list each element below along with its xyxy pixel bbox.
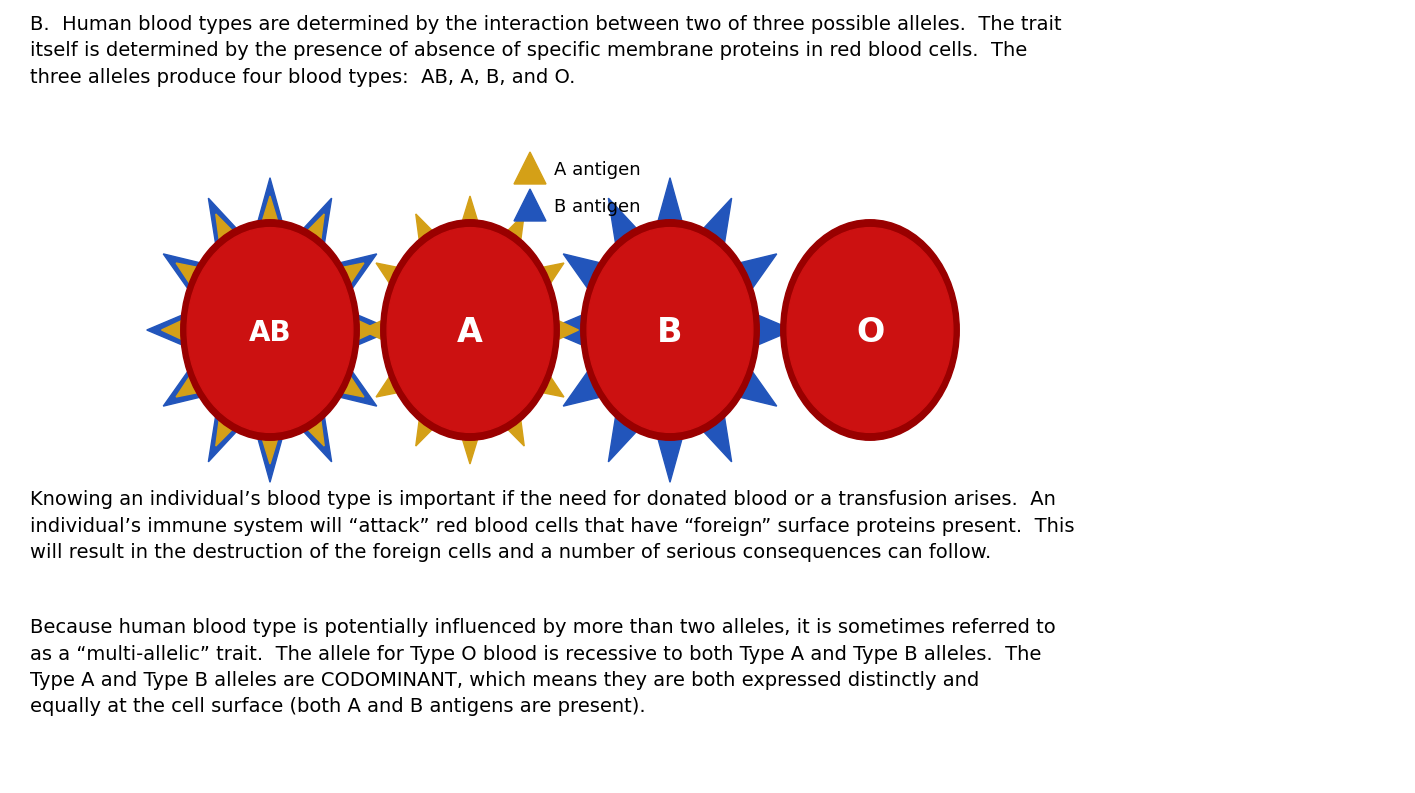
Polygon shape xyxy=(286,385,324,446)
Polygon shape xyxy=(686,390,732,462)
Polygon shape xyxy=(208,198,253,270)
Polygon shape xyxy=(337,306,393,354)
Polygon shape xyxy=(563,254,621,309)
Polygon shape xyxy=(362,308,409,352)
Polygon shape xyxy=(563,351,621,406)
Ellipse shape xyxy=(388,228,553,432)
Polygon shape xyxy=(651,178,689,247)
Text: AB: AB xyxy=(249,319,291,347)
Ellipse shape xyxy=(381,220,559,440)
Polygon shape xyxy=(215,385,255,446)
Polygon shape xyxy=(208,390,253,462)
Text: B.  Human blood types are determined by the interaction between two of three pos: B. Human blood types are determined by t… xyxy=(30,15,1061,87)
Ellipse shape xyxy=(580,220,760,440)
Polygon shape xyxy=(287,198,331,270)
Polygon shape xyxy=(515,263,565,311)
Polygon shape xyxy=(318,351,376,406)
Polygon shape xyxy=(161,308,208,352)
Polygon shape xyxy=(608,390,654,462)
Text: B: B xyxy=(657,316,683,350)
Polygon shape xyxy=(314,263,364,311)
Polygon shape xyxy=(250,178,289,247)
Ellipse shape xyxy=(587,228,753,432)
Polygon shape xyxy=(514,189,546,221)
Polygon shape xyxy=(485,214,524,275)
Polygon shape xyxy=(376,263,426,311)
Polygon shape xyxy=(318,254,376,309)
Polygon shape xyxy=(719,254,777,309)
Polygon shape xyxy=(485,385,524,446)
Polygon shape xyxy=(175,349,225,397)
Ellipse shape xyxy=(787,228,952,432)
Polygon shape xyxy=(215,214,255,275)
Text: O: O xyxy=(856,316,884,350)
Text: A antigen: A antigen xyxy=(555,161,641,179)
Text: A: A xyxy=(457,316,483,350)
Polygon shape xyxy=(416,214,454,275)
Polygon shape xyxy=(532,308,579,352)
Polygon shape xyxy=(287,390,331,462)
Polygon shape xyxy=(252,196,287,254)
Polygon shape xyxy=(250,412,289,482)
Polygon shape xyxy=(453,196,488,254)
Polygon shape xyxy=(719,351,777,406)
Polygon shape xyxy=(163,351,222,406)
Polygon shape xyxy=(252,406,287,464)
Polygon shape xyxy=(147,306,202,354)
Polygon shape xyxy=(314,349,364,397)
Polygon shape xyxy=(515,349,565,397)
Polygon shape xyxy=(514,152,546,184)
Polygon shape xyxy=(331,308,378,352)
Text: Because human blood type is potentially influenced by more than two alleles, it : Because human blood type is potentially … xyxy=(30,618,1056,717)
Polygon shape xyxy=(686,198,732,270)
Ellipse shape xyxy=(181,220,359,440)
Text: B antigen: B antigen xyxy=(555,198,641,216)
Polygon shape xyxy=(737,306,794,354)
Polygon shape xyxy=(453,406,488,464)
Text: Knowing an individual’s blood type is important if the need for donated blood or: Knowing an individual’s blood type is im… xyxy=(30,490,1074,562)
Ellipse shape xyxy=(781,220,959,440)
Polygon shape xyxy=(651,412,689,482)
Polygon shape xyxy=(175,263,225,311)
Ellipse shape xyxy=(187,228,352,432)
Polygon shape xyxy=(416,385,454,446)
Polygon shape xyxy=(546,306,603,354)
Polygon shape xyxy=(163,254,222,309)
Polygon shape xyxy=(608,198,654,270)
Polygon shape xyxy=(286,214,324,275)
Polygon shape xyxy=(376,349,426,397)
